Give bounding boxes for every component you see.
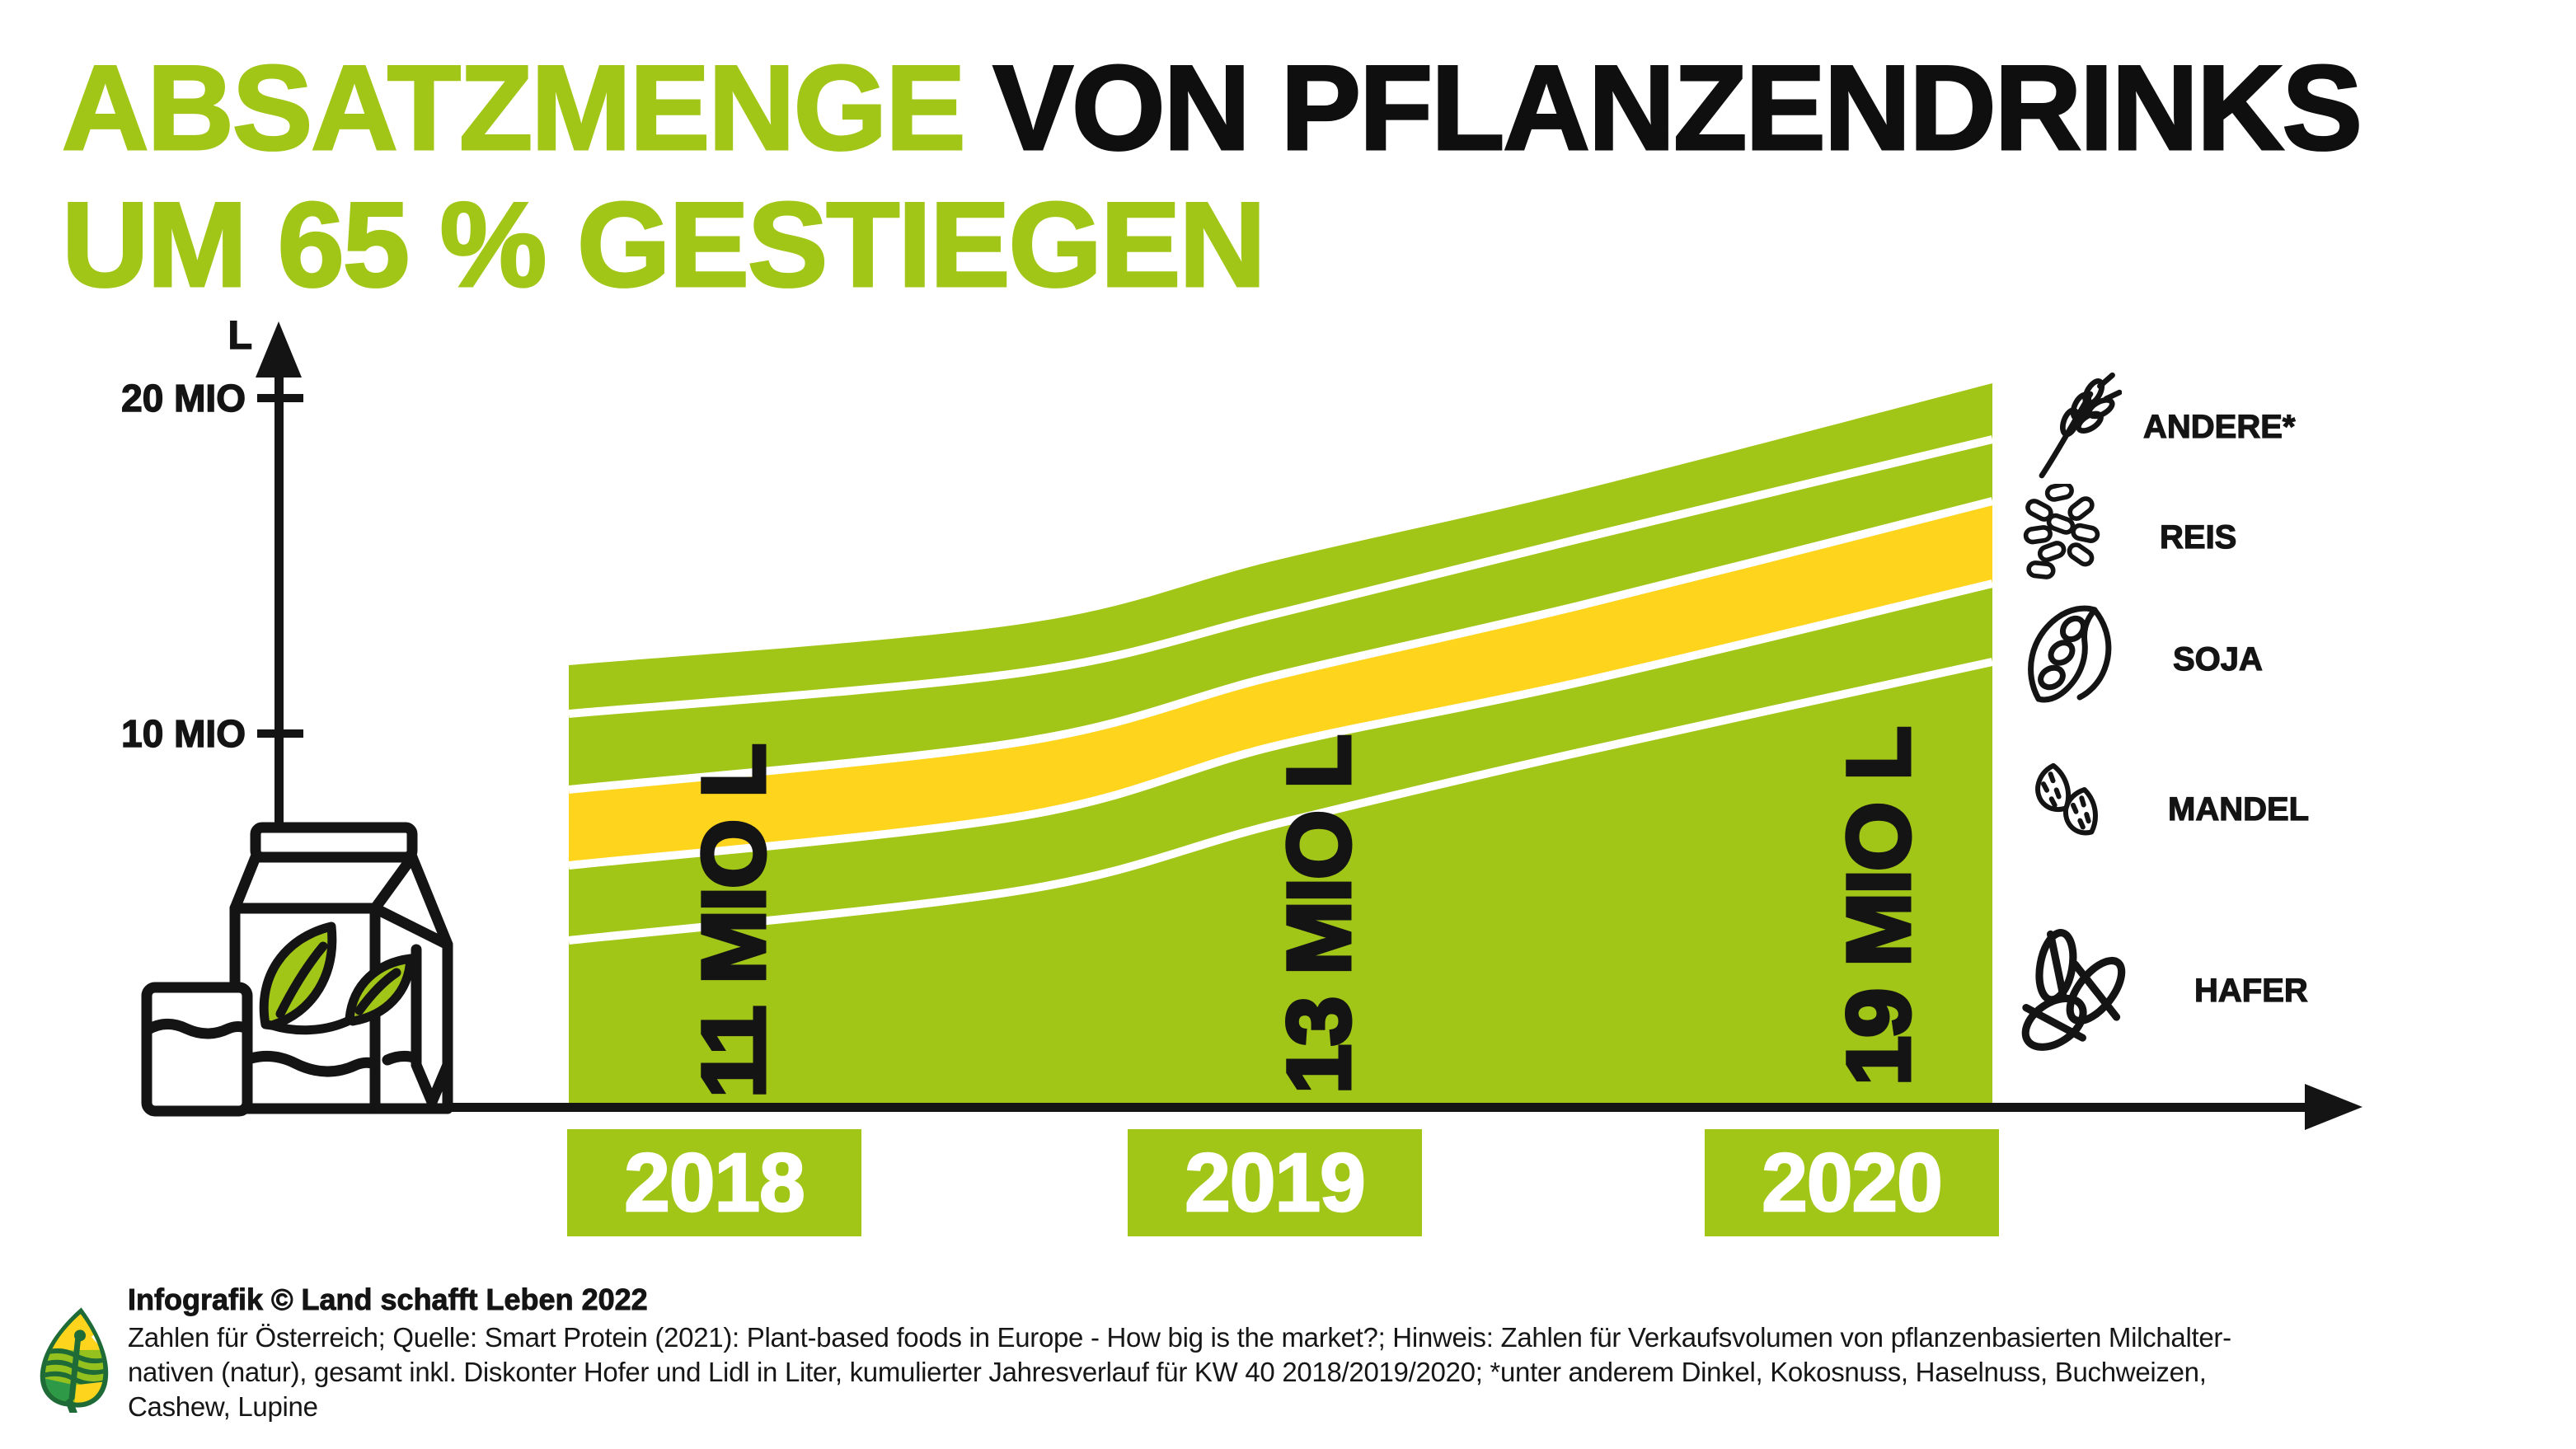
milk-glass-icon	[141, 982, 253, 1117]
axes	[256, 321, 2363, 1130]
rice-grains-icon	[2023, 484, 2100, 579]
legend-label: MANDEL	[2167, 790, 2310, 828]
milk-carton-icon	[229, 822, 453, 1114]
plant-leaf-logo-icon	[259, 921, 415, 1035]
title-rest: VON PFLANZENDRINKS	[992, 40, 2363, 176]
legend-label: REIS	[2159, 518, 2237, 556]
band-separator-line	[568, 435, 1994, 718]
total-value-label: 11 MIO L	[683, 745, 783, 1098]
land-schafft-leben-leaf-logo	[40, 1307, 110, 1413]
total-value-label: 13 MIO L	[1269, 736, 1368, 1094]
band-separator-line	[568, 497, 1994, 794]
y-axis-arrowhead-icon	[256, 321, 302, 377]
legend-label: ANDERE*	[2142, 408, 2296, 445]
wheat-icon	[2039, 372, 2122, 479]
area-band-hafer	[569, 662, 1992, 1107]
x-axis-line	[274, 1103, 2311, 1112]
band-separator-line	[568, 579, 1994, 870]
year-label-2019: 2019	[1128, 1129, 1422, 1236]
area-band-andere	[569, 383, 1992, 714]
title-line-2: UM 65 % GESTIEGEN	[61, 176, 2361, 313]
y-axis-tick-label: 20 MIO	[120, 376, 246, 420]
y-axis-tick-mark	[257, 394, 303, 402]
y-axis-unit-label: L	[228, 313, 253, 359]
band-separators	[568, 435, 1994, 945]
legend-label: SOJA	[2172, 640, 2263, 678]
y-axis-ticks	[257, 394, 303, 738]
total-value-label: 19 MIO L	[1828, 728, 1928, 1086]
oat-grains-icon	[2021, 929, 2126, 1051]
title-highlight: ABSATZMENGE	[61, 40, 968, 176]
footer-text-line: Zahlen für Österreich; Quelle: Smart Pro…	[128, 1322, 2231, 1353]
almond-icon	[2035, 762, 2098, 836]
footer-text-line: nativen (natur), gesamt inkl. Diskonter …	[128, 1357, 2207, 1387]
footer-credit: Infografik © Land schafft Leben 2022	[128, 1283, 649, 1317]
title-line-1: ABSATZMENGE VON PFLANZENDRINKS	[61, 40, 2364, 176]
x-axis-arrowhead-icon	[2305, 1084, 2363, 1130]
year-label-2020: 2020	[1705, 1129, 1999, 1236]
y-axis-tick-label: 10 MIO	[120, 711, 246, 755]
total-value-labels: 11 MIO L 13 MIO L 19 MIO L	[682, 725, 1931, 1100]
band-separator-line	[568, 658, 1994, 945]
year-label-2018: 2018	[567, 1129, 861, 1236]
legend-label: HAFER	[2194, 972, 2308, 1009]
page-title: ABSATZMENGE VON PFLANZENDRINKS UM 65 % GE…	[61, 40, 2364, 314]
y-axis-tick-mark	[257, 729, 303, 738]
footer-text-line: Cashew, Lupine	[128, 1391, 318, 1422]
title-line2-text: UM 65 % GESTIEGEN	[61, 176, 1268, 313]
soybean-pod-icon	[2028, 605, 2112, 703]
